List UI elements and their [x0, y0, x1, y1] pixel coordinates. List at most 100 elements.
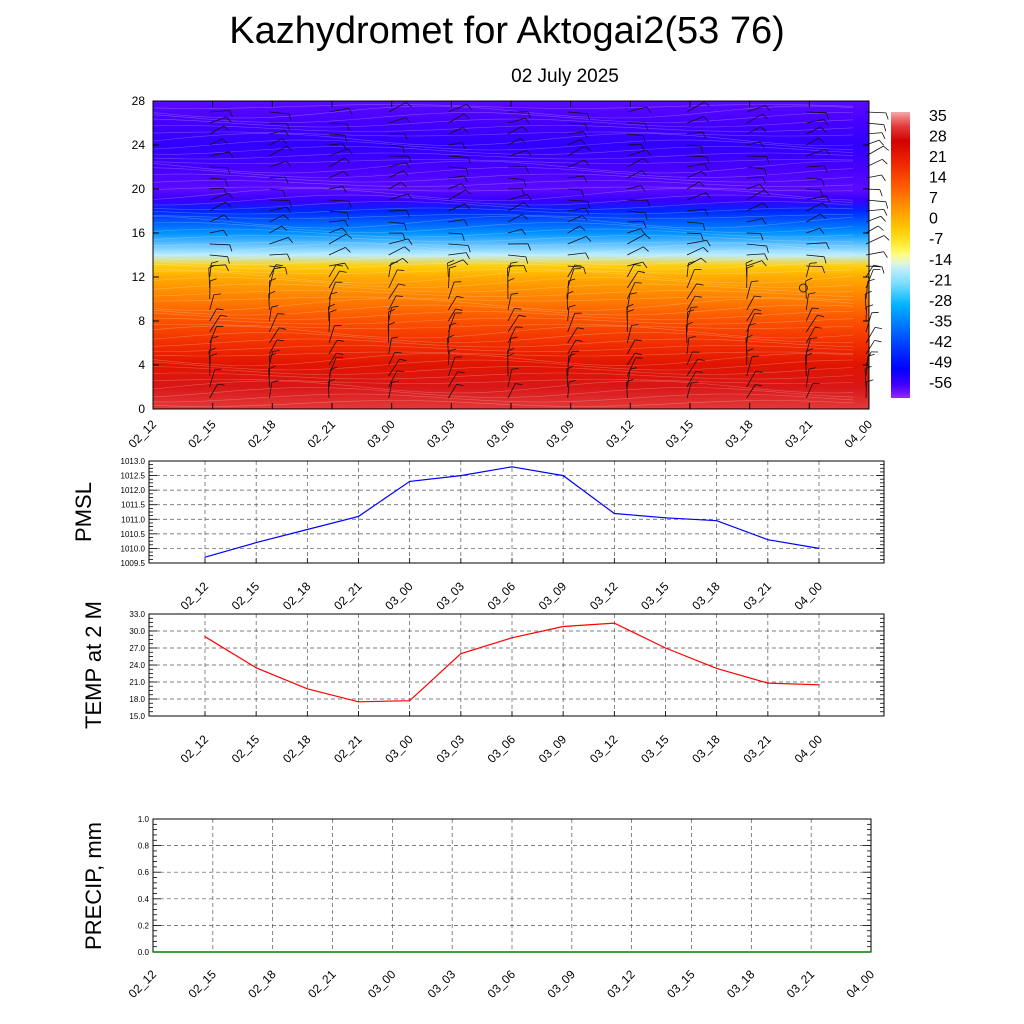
wind-barb [627, 144, 645, 152]
y-tick-label: 21.0 [129, 678, 145, 687]
wind-barb [746, 126, 767, 135]
wind-barb [864, 365, 872, 388]
contour-line [152, 214, 854, 219]
wind-barb [627, 261, 648, 269]
wind-barb [269, 305, 279, 322]
wind-barb [806, 177, 825, 187]
x-tick-label: 02_15 [229, 732, 263, 766]
wind-barb [507, 188, 525, 196]
wind-barb [448, 175, 468, 183]
wind-barb [805, 326, 822, 344]
wind-barb [328, 262, 349, 270]
wind-barb [806, 227, 825, 234]
x-tick-label: 03_21 [740, 732, 774, 766]
series-point [460, 475, 462, 477]
wind-barb [328, 309, 337, 333]
contour-line [152, 270, 854, 284]
wind-barb [626, 339, 642, 355]
wind-barb [507, 111, 531, 119]
series-point [716, 520, 718, 522]
wind-barb [209, 201, 231, 212]
wind-barb [507, 243, 531, 251]
wind-barb [805, 314, 825, 333]
y-tick-label: 24 [132, 138, 146, 152]
y-tick-label: 1010.0 [121, 544, 146, 553]
wind-barb [686, 144, 704, 154]
wind-barb [388, 283, 406, 300]
y-tick-label: 8 [138, 314, 145, 328]
wind-barb [567, 350, 579, 366]
wind-barb [686, 351, 700, 366]
colorbar-label: -21 [929, 272, 952, 289]
series-point [664, 517, 667, 519]
contour-line [152, 112, 854, 123]
wind-barb [448, 219, 468, 226]
wind-barb [626, 357, 643, 377]
contour-line [152, 324, 854, 329]
wind-barb [209, 325, 224, 344]
contour-line [152, 379, 854, 384]
wind-barb [865, 327, 882, 344]
contour-line [152, 283, 854, 293]
wind-barb [507, 254, 529, 264]
wind-barb [507, 292, 519, 311]
wind-barb [328, 133, 348, 143]
wind-barb [209, 214, 230, 223]
contour-line [152, 256, 854, 265]
wind-barb [388, 144, 405, 154]
wind-barb [209, 151, 234, 158]
wind-barb [806, 165, 828, 173]
wind-barb [209, 314, 228, 333]
wind-barb [388, 370, 404, 388]
wind-barb [686, 246, 709, 256]
x-tick-label: 03_15 [663, 417, 697, 451]
contour-line [152, 269, 854, 274]
colorbar-label: -56 [929, 375, 952, 392]
x-tick-label: 02_18 [280, 579, 314, 613]
x-tick-label: 03_12 [604, 967, 638, 1001]
wind-barb [507, 177, 527, 187]
wind-barb [865, 304, 874, 322]
wind-barb [626, 270, 646, 289]
wind-barb [269, 160, 292, 168]
y-tick-label: 1012.5 [121, 472, 146, 481]
x-tick-label: 03_00 [365, 967, 399, 1001]
x-tick-label: 03_03 [425, 967, 459, 1001]
wind-barb [746, 113, 768, 124]
x-tick-label: 03_03 [433, 732, 467, 766]
wind-barb [805, 383, 820, 399]
y-tick-label: 16 [132, 226, 146, 240]
wind-barb [328, 325, 342, 344]
y-tick-label: 0 [138, 402, 145, 416]
colorbar-label: -14 [929, 252, 952, 269]
y-tick-label: 1010.5 [121, 530, 146, 539]
wind-barb [269, 176, 289, 184]
wind-barb [328, 339, 345, 355]
wind-barb [567, 327, 585, 344]
wind-barb [746, 176, 766, 184]
wind-barb [627, 106, 652, 113]
series-point [357, 515, 360, 518]
wind-barb [805, 262, 817, 278]
wind-barb [448, 203, 470, 212]
wind-barb [328, 352, 344, 366]
colorbar-label: -42 [929, 334, 952, 351]
wind-barb [746, 253, 768, 261]
wind-barb [567, 304, 576, 322]
wind-barb [626, 292, 637, 311]
wind-barb [686, 336, 696, 355]
wind-barb [209, 261, 219, 278]
wind-barb [567, 159, 590, 168]
wind-barb [746, 105, 771, 113]
wind-barb [507, 126, 528, 135]
contour-line [152, 146, 854, 155]
contour-line [152, 332, 854, 343]
wind-barb [745, 259, 753, 278]
wind-barb [686, 358, 705, 377]
wind-barb [209, 254, 230, 264]
wind-barb [209, 125, 230, 135]
contour-line [152, 393, 854, 403]
colorbar-label: 35 [929, 108, 947, 125]
wind-barb [209, 177, 228, 187]
wind-barb [448, 308, 463, 322]
